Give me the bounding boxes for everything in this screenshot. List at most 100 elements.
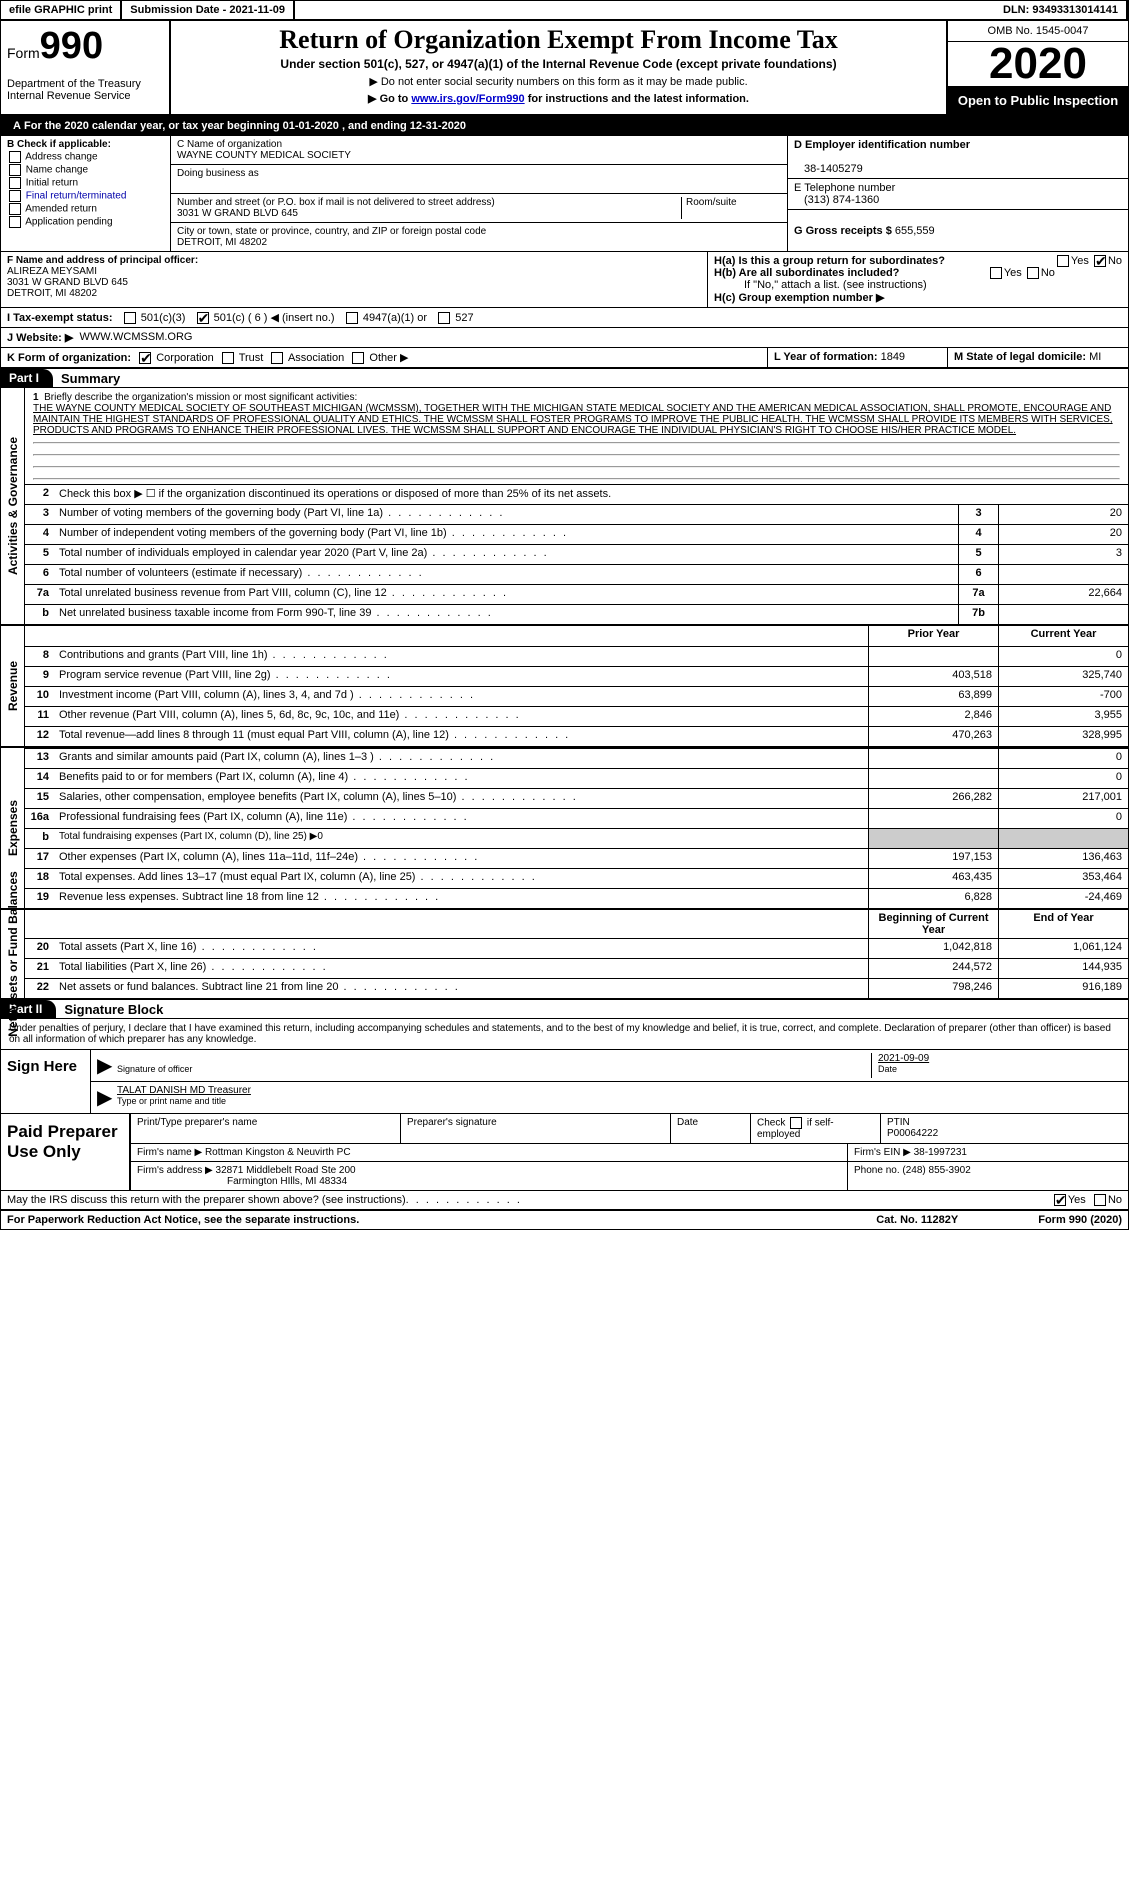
form-container: efile GRAPHIC print Submission Date - 20… bbox=[0, 0, 1129, 1230]
tax-year: 2020 bbox=[948, 42, 1128, 87]
declaration: Under penalties of perjury, I declare th… bbox=[1, 1019, 1128, 1050]
501c-check[interactable] bbox=[197, 312, 209, 324]
line-4: 4Number of independent voting members of… bbox=[25, 524, 1128, 544]
ha-no[interactable] bbox=[1094, 255, 1106, 267]
ptin: P00064222 bbox=[887, 1128, 938, 1139]
phone: (313) 874-1360 bbox=[794, 194, 879, 206]
corp-check[interactable] bbox=[139, 352, 151, 364]
line-22: 22Net assets or fund balances. Subtract … bbox=[25, 978, 1128, 998]
line-11: 11Other revenue (Part VIII, column (A), … bbox=[25, 706, 1128, 726]
note-link: ▶ Go to www.irs.gov/Form990 for instruct… bbox=[177, 92, 940, 105]
expenses-section: Expenses 13Grants and similar amounts pa… bbox=[1, 748, 1128, 910]
col-h: H(a) Is this a group return for subordin… bbox=[708, 252, 1128, 307]
line-8: 8Contributions and grants (Part VIII, li… bbox=[25, 646, 1128, 666]
form-title: Return of Organization Exempt From Incom… bbox=[177, 25, 940, 55]
line-3: 3Number of voting members of the governi… bbox=[25, 504, 1128, 524]
mission-text: THE WAYNE COUNTY MEDICAL SOCIETY OF SOUT… bbox=[33, 403, 1113, 436]
col-f: F Name and address of principal officer:… bbox=[1, 252, 708, 307]
line-16a: 16aProfessional fundraising fees (Part I… bbox=[25, 808, 1128, 828]
line-7a: 7aTotal unrelated business revenue from … bbox=[25, 584, 1128, 604]
check-addr[interactable]: Address change bbox=[7, 151, 164, 163]
527-check[interactable] bbox=[438, 312, 450, 324]
hb-no[interactable] bbox=[1027, 267, 1039, 279]
check-amended[interactable]: Amended return bbox=[7, 203, 164, 215]
irs-link[interactable]: www.irs.gov/Form990 bbox=[411, 93, 524, 105]
efile-label: efile GRAPHIC print bbox=[1, 1, 122, 19]
vtab-netassets: Net Assets or Fund Balances bbox=[1, 910, 25, 998]
line-20: 20Total assets (Part X, line 16)1,042,81… bbox=[25, 938, 1128, 958]
line-13: 13Grants and similar amounts paid (Part … bbox=[25, 748, 1128, 768]
discuss-row: May the IRS discuss this return with the… bbox=[1, 1191, 1128, 1209]
self-emp-check[interactable] bbox=[790, 1117, 802, 1129]
dept-label: Department of the Treasury Internal Reve… bbox=[7, 78, 163, 102]
row-i: I Tax-exempt status: 501(c)(3) 501(c) ( … bbox=[1, 308, 1128, 328]
check-final[interactable]: Final return/terminated bbox=[7, 190, 164, 202]
row-j: J Website: ▶ WWW.WCMSSM.ORG bbox=[1, 328, 1128, 348]
part1-header: Part I Summary bbox=[1, 369, 1128, 388]
topbar: efile GRAPHIC print Submission Date - 20… bbox=[1, 1, 1128, 21]
header-center: Return of Organization Exempt From Incom… bbox=[171, 21, 948, 114]
org-name: WAYNE COUNTY MEDICAL SOCIETY bbox=[177, 150, 351, 161]
hb-yes[interactable] bbox=[990, 267, 1002, 279]
line-b: bNet unrelated business taxable income f… bbox=[25, 604, 1128, 624]
line-18: 18Total expenses. Add lines 13–17 (must … bbox=[25, 868, 1128, 888]
footer: For Paperwork Reduction Act Notice, see … bbox=[1, 1209, 1128, 1229]
activities-section: Activities & Governance 1 Briefly descri… bbox=[1, 388, 1128, 626]
sign-here-row: Sign Here ▶ Signature of officer 2021-09… bbox=[1, 1050, 1128, 1114]
discuss-no[interactable] bbox=[1094, 1194, 1106, 1206]
officer-printed: TALAT DANISH MD Treasurer bbox=[117, 1085, 251, 1096]
line-10: 10Investment income (Part VIII, column (… bbox=[25, 686, 1128, 706]
dln: DLN: 93493313014141 bbox=[995, 1, 1128, 19]
vtab-revenue: Revenue bbox=[1, 626, 25, 746]
row-a: A For the 2020 calendar year, or tax yea… bbox=[7, 118, 1122, 134]
vtab-activities: Activities & Governance bbox=[1, 388, 25, 624]
ha-yes[interactable] bbox=[1057, 255, 1069, 267]
revenue-section: Revenue Prior Year Current Year 8Contrib… bbox=[1, 626, 1128, 748]
sig-date: 2021-09-09 bbox=[878, 1053, 929, 1064]
header-left: Form990 Department of the Treasury Inter… bbox=[1, 21, 171, 114]
header: Form990 Department of the Treasury Inter… bbox=[1, 21, 1128, 116]
line-19: 19Revenue less expenses. Subtract line 1… bbox=[25, 888, 1128, 908]
line-17: 17Other expenses (Part IX, column (A), l… bbox=[25, 848, 1128, 868]
check-initial[interactable]: Initial return bbox=[7, 177, 164, 189]
col-b: B Check if applicable: Address change Na… bbox=[1, 136, 171, 251]
mission: 1 Briefly describe the organization's mi… bbox=[25, 388, 1128, 484]
domicile: MI bbox=[1089, 351, 1101, 363]
line-b: bTotal fundraising expenses (Part IX, co… bbox=[25, 828, 1128, 848]
part2-header: Part II Signature Block bbox=[1, 1000, 1128, 1019]
firm-addr: 32871 Middlebelt Road Ste 200 bbox=[216, 1165, 356, 1176]
section-bcde: B Check if applicable: Address change Na… bbox=[1, 136, 1128, 252]
line-14: 14Benefits paid to or for members (Part … bbox=[25, 768, 1128, 788]
gross-receipts: 655,559 bbox=[895, 225, 935, 237]
preparer-row: Paid Preparer Use Only Print/Type prepar… bbox=[1, 1114, 1128, 1191]
check-name[interactable]: Name change bbox=[7, 164, 164, 176]
line-5: 5Total number of individuals employed in… bbox=[25, 544, 1128, 564]
line-12: 12Total revenue—add lines 8 through 11 (… bbox=[25, 726, 1128, 746]
check-pending[interactable]: Application pending bbox=[7, 216, 164, 228]
4947-check[interactable] bbox=[346, 312, 358, 324]
website: WWW.WCMSSM.ORG bbox=[79, 331, 192, 344]
trust-check[interactable] bbox=[222, 352, 234, 364]
firm-ein: 38-1997231 bbox=[914, 1147, 967, 1158]
org-city: DETROIT, MI 48202 bbox=[177, 237, 267, 248]
submission-date: Submission Date - 2021-11-09 bbox=[122, 1, 295, 19]
firm-phone: (248) 855-3902 bbox=[902, 1165, 970, 1176]
col-de: D Employer identification number38-14052… bbox=[788, 136, 1128, 251]
assoc-check[interactable] bbox=[271, 352, 283, 364]
header-right: OMB No. 1545-0047 2020 Open to Public In… bbox=[948, 21, 1128, 114]
line-9: 9Program service revenue (Part VIII, lin… bbox=[25, 666, 1128, 686]
row-klm: K Form of organization: Corporation Trus… bbox=[1, 348, 1128, 369]
ein: 38-1405279 bbox=[794, 163, 863, 175]
officer-name: ALIREZA MEYSAMI bbox=[7, 266, 97, 277]
firm-name: Rottman Kingston & Neuvirth PC bbox=[205, 1147, 351, 1158]
col-c: C Name of organizationWAYNE COUNTY MEDIC… bbox=[171, 136, 788, 251]
row-fh: F Name and address of principal officer:… bbox=[1, 252, 1128, 308]
netassets-section: Net Assets or Fund Balances Beginning of… bbox=[1, 910, 1128, 1000]
other-check[interactable] bbox=[352, 352, 364, 364]
line-21: 21Total liabilities (Part X, line 26)244… bbox=[25, 958, 1128, 978]
form-subtitle: Under section 501(c), 527, or 4947(a)(1)… bbox=[177, 57, 940, 71]
discuss-yes[interactable] bbox=[1054, 1194, 1066, 1206]
501c3-check[interactable] bbox=[124, 312, 136, 324]
year-formation: 1849 bbox=[881, 351, 905, 363]
line-6: 6Total number of volunteers (estimate if… bbox=[25, 564, 1128, 584]
